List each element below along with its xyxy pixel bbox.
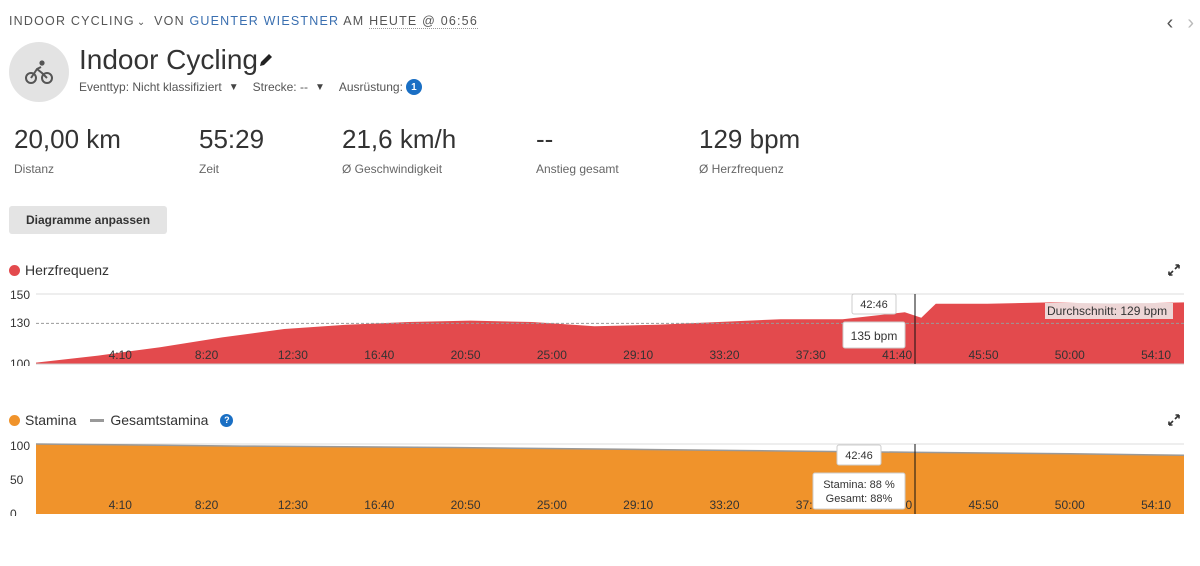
x-tick-label: 54:10 [1141, 348, 1171, 362]
stat-total-ascent: -- Anstieg gesamt [536, 124, 619, 176]
cursor-time-box [851, 293, 897, 315]
gear-count-badge[interactable]: 1 [405, 79, 422, 95]
legend-total-stamina-label: Gesamtstamina [110, 412, 209, 428]
x-tick-label: 33:20 [709, 498, 739, 512]
stat-value: -- [536, 124, 554, 154]
cursor-time-box [836, 444, 882, 466]
y-tick-130: 130 [10, 316, 30, 330]
stat-distance: 20,00 km Distanz [14, 124, 121, 176]
cursor-value-box [842, 321, 906, 349]
edit-pencil-icon[interactable] [258, 52, 274, 68]
chevron-down-icon: ⌄ [136, 17, 147, 28]
activity-navigation: ‹ › [1153, 12, 1194, 35]
activity-type-dropdown[interactable]: INDOOR CYCLING ⌄ [9, 14, 147, 28]
legend-heart-rate-label: Herzfrequenz [25, 262, 110, 278]
x-tick-label: 25:00 [537, 348, 567, 362]
x-tick-label: 25:00 [537, 498, 567, 512]
cursor-time: 42:46 [845, 450, 873, 462]
cursor-time: 42:46 [860, 299, 888, 311]
customize-charts-button[interactable]: Diagramme anpassen [9, 206, 167, 234]
stat-value: 20,00 km [14, 124, 121, 154]
average-label: Durchschnitt: 129 bpm [1047, 304, 1167, 318]
x-tick-label: 37:30 [796, 348, 826, 362]
cycling-icon [25, 60, 53, 84]
stamina-legend: Stamina Gesamtstamina ? [9, 412, 234, 428]
stamina-chart[interactable]: 100 50 0 4:10 8:20 12:30 16:40 20:50 25:00 29:… [0, 436, 1200, 516]
activity-type-avatar [9, 42, 69, 102]
average-label-box [1045, 303, 1173, 319]
y-tick-50: 50 [10, 473, 24, 487]
x-tick-label: 33:20 [709, 348, 739, 362]
stat-label: Zeit [199, 162, 220, 176]
x-tick-label: 50:00 [1055, 348, 1085, 362]
x-tick-label: 29:10 [623, 348, 653, 362]
y-tick-100: 100 [10, 357, 30, 366]
legend-dot-heart-rate [9, 264, 20, 276]
x-tick-label: 16:40 [364, 498, 394, 512]
activity-meta: Eventtyp: Nicht klassifiziert ▼ Strecke: … [79, 79, 422, 95]
next-activity-icon[interactable]: › [1187, 12, 1194, 34]
y-tick-100: 100 [10, 439, 30, 453]
stat-label: Anstieg gesamt [536, 162, 619, 176]
x-tick-label: 20:50 [451, 348, 481, 362]
total-stamina-line [35, 443, 1185, 456]
expand-icon[interactable] [1168, 414, 1180, 426]
heart-rate-legend: Herzfrequenz [9, 262, 109, 278]
previous-activity-icon[interactable]: ‹ [1166, 12, 1174, 34]
x-tick-label: 29:10 [623, 498, 653, 512]
stat-value: 55:29 [199, 124, 265, 154]
gear-label[interactable]: Ausrüstung: [338, 80, 403, 94]
x-tick-label: 45:50 [968, 348, 998, 362]
breadcrumb-at: AM [343, 14, 365, 28]
x-tick-label: 16:40 [364, 348, 394, 362]
activity-title: Indoor Cycling [79, 44, 258, 75]
course-select[interactable]: Strecke: -- [252, 80, 308, 94]
expand-icon[interactable] [1168, 264, 1180, 276]
legend-stamina-label: Stamina [25, 412, 77, 428]
stat-label: Ø Geschwindigkeit [342, 162, 443, 176]
x-tick-label: 12:30 [278, 498, 308, 512]
cursor-stamina: Stamina: 88 % [823, 479, 895, 491]
cursor-value: 135 bpm [851, 329, 898, 343]
legend-line-total-stamina [90, 418, 105, 422]
help-icon[interactable]: ? [220, 413, 234, 427]
x-tick-label: 4:10 [109, 498, 133, 512]
user-link[interactable]: GUENTER WIESTNER [189, 14, 340, 28]
breadcrumb: INDOOR CYCLING ⌄ VON GUENTER WIESTNER AM … [9, 14, 478, 29]
cursor-total: Gesamt: 88% [826, 493, 893, 505]
x-tick-label: 12:30 [278, 348, 308, 362]
y-tick-150: 150 [10, 288, 30, 302]
y-tick-0: 0 [10, 507, 17, 516]
event-type-select[interactable]: Eventtyp: Nicht klassifiziert [79, 80, 222, 94]
caret-down-icon[interactable]: ▼ [228, 81, 239, 93]
stat-avg-speed: 21,6 km/h Ø Geschwindigkeit [342, 124, 456, 176]
stat-time: 55:29 Zeit [199, 124, 264, 176]
heart-rate-area [36, 302, 1184, 364]
stat-label: Ø Herzfrequenz [699, 162, 784, 176]
x-tick-label: 8:20 [195, 498, 219, 512]
activity-date: HEUTE @ 06:56 [369, 14, 478, 29]
x-tick-label: 54:10 [1141, 498, 1171, 512]
stat-avg-heart-rate: 129 bpm Ø Herzfrequenz [699, 124, 800, 176]
stat-value: 129 bpm [699, 124, 801, 154]
x-tick-label: 4:10 [109, 348, 133, 362]
x-tick-label: 20:50 [451, 498, 481, 512]
cursor-value-box [812, 472, 906, 510]
stat-value: 21,6 km/h [342, 124, 457, 154]
caret-down-icon[interactable]: ▼ [314, 81, 325, 93]
legend-dot-stamina [9, 414, 20, 426]
x-tick-label: 50:00 [1055, 498, 1085, 512]
x-tick-label: 45:50 [968, 498, 998, 512]
heart-rate-chart[interactable]: 150 130 100 4:10 8:20 12:30 16:40 20:50 25:00… [0, 286, 1200, 366]
x-tick-label: 41:40 [882, 348, 912, 362]
x-tick-label: 8:20 [195, 348, 219, 362]
stat-label: Distanz [14, 162, 55, 176]
breadcrumb-by: VON [154, 14, 185, 28]
